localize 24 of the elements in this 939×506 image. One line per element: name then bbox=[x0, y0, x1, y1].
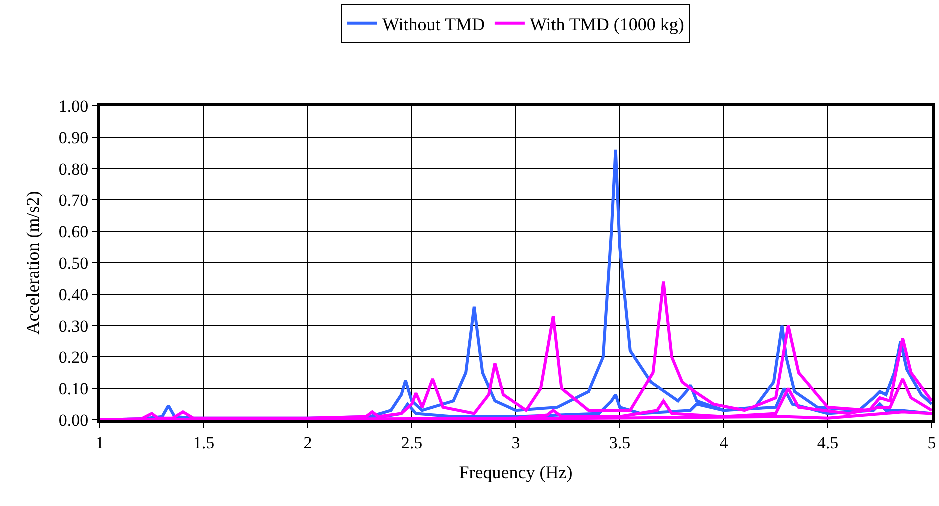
y-tick-label: 0.40 bbox=[58, 285, 89, 304]
x-axis-title: Frequency (Hz) bbox=[459, 462, 573, 482]
x-tick-label: 3 bbox=[512, 433, 520, 452]
x-tick-label: 1 bbox=[96, 433, 104, 452]
x-tick-label: 2.5 bbox=[401, 433, 423, 452]
x-tick-label: 3.5 bbox=[609, 433, 631, 452]
y-tick-label: 1.00 bbox=[58, 96, 89, 116]
y-tick-label: 0.30 bbox=[58, 316, 89, 336]
legend-label: Without TMD bbox=[382, 14, 485, 34]
y-tick-label: 0.50 bbox=[58, 254, 89, 273]
x-tick-label: 1.5 bbox=[193, 433, 215, 452]
y-tick-label: 0.80 bbox=[58, 160, 89, 179]
y-tick-label: 0.10 bbox=[58, 380, 89, 399]
x-tick-label: 5 bbox=[928, 433, 936, 452]
y-tick-label: 0.90 bbox=[58, 128, 89, 148]
y-axis-title: Acceleration (m/s2) bbox=[23, 191, 44, 335]
x-tick-label: 4.5 bbox=[817, 433, 839, 452]
y-tick-label: 0.60 bbox=[58, 222, 89, 242]
y-tick-label: 0.70 bbox=[58, 191, 89, 210]
y-tick-label: 0.20 bbox=[58, 348, 89, 368]
legend-label: With TMD (1000 kg) bbox=[530, 14, 684, 34]
x-tick-label: 4 bbox=[720, 433, 729, 452]
x-tick-label: 2 bbox=[304, 433, 312, 452]
y-tick-label: 0.00 bbox=[58, 410, 89, 430]
